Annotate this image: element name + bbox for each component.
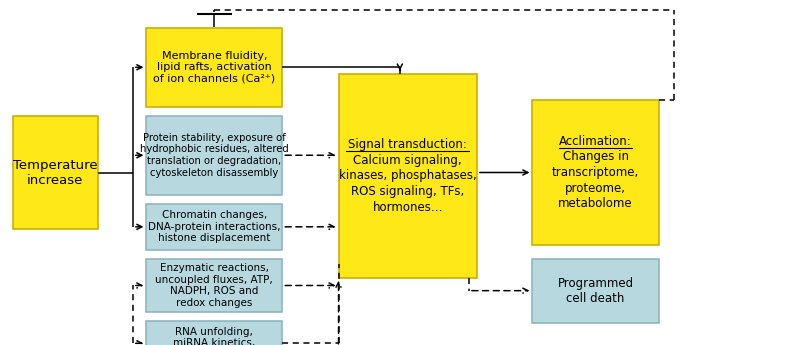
FancyBboxPatch shape [13, 116, 98, 229]
FancyBboxPatch shape [339, 74, 477, 278]
FancyBboxPatch shape [146, 321, 282, 345]
Text: proteome,: proteome, [565, 181, 626, 195]
FancyBboxPatch shape [532, 259, 659, 323]
FancyBboxPatch shape [146, 28, 282, 107]
Text: kinases, phosphatases,: kinases, phosphatases, [339, 169, 477, 183]
FancyBboxPatch shape [146, 204, 282, 250]
Text: Temperature
increase: Temperature increase [13, 158, 97, 187]
Text: Changes in: Changes in [562, 150, 629, 164]
Text: transcriptome,: transcriptome, [552, 166, 639, 179]
Text: RNA unfolding,
miRNA kinetics,
spliceosome function: RNA unfolding, miRNA kinetics, spliceoso… [159, 327, 270, 345]
Text: Signal transduction:: Signal transduction: [348, 138, 467, 151]
Text: hormones…: hormones… [373, 200, 443, 214]
FancyBboxPatch shape [146, 259, 282, 312]
Text: metabolome: metabolome [558, 197, 633, 210]
Text: Protein stability, exposure of
hydrophobic residues, altered
translation or degr: Protein stability, exposure of hydrophob… [140, 133, 289, 178]
Text: Membrane fluidity,
lipid rafts, activation
of ion channels (Ca²⁺): Membrane fluidity, lipid rafts, activati… [153, 51, 275, 84]
Text: ROS signaling, TFs,: ROS signaling, TFs, [351, 185, 464, 198]
Text: Enzymatic reactions,
uncoupled fluxes, ATP,
NADPH, ROS and
redox changes: Enzymatic reactions, uncoupled fluxes, A… [156, 263, 273, 308]
Text: Calcium signaling,: Calcium signaling, [354, 154, 462, 167]
FancyBboxPatch shape [146, 116, 282, 195]
FancyBboxPatch shape [532, 100, 659, 245]
Text: Acclimation:: Acclimation: [559, 135, 632, 148]
Text: Chromatin changes,
DNA-protein interactions,
histone displacement: Chromatin changes, DNA-protein interacti… [148, 210, 281, 244]
Text: Programmed
cell death: Programmed cell death [558, 277, 634, 305]
